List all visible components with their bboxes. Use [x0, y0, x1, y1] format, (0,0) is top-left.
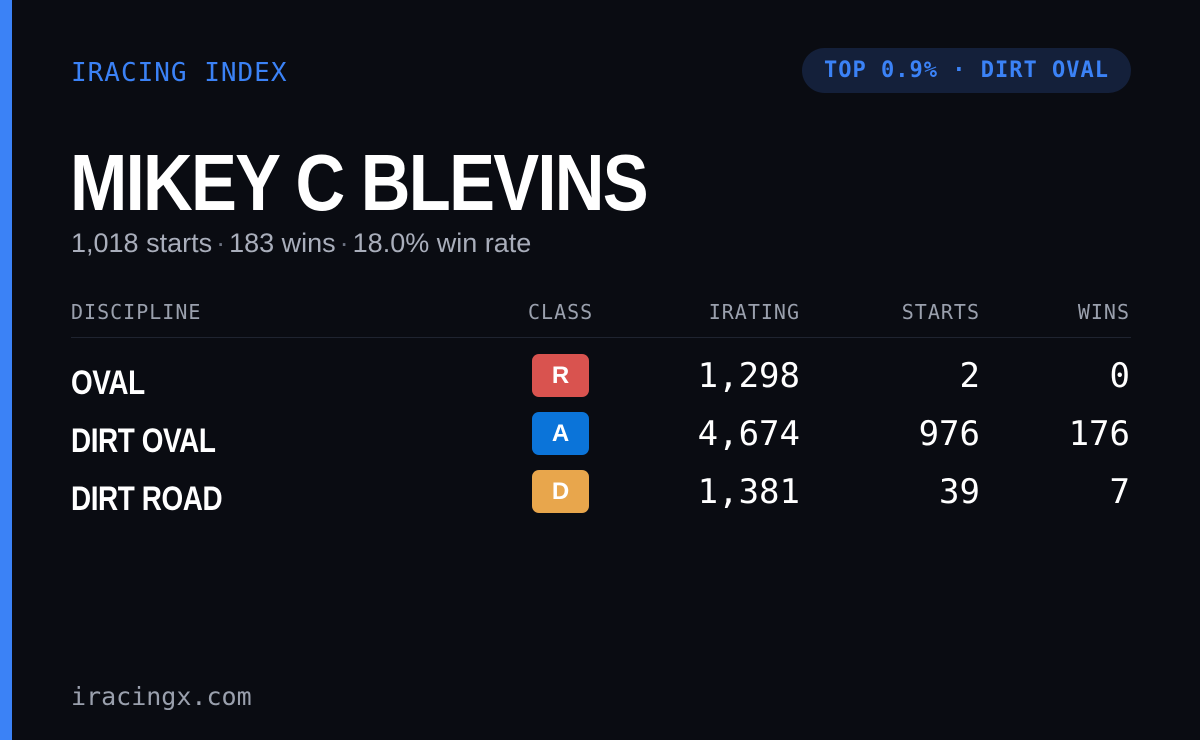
header-wins: WINS — [1077, 300, 1130, 324]
driver-name: MIKEY C BLEVINS — [70, 138, 649, 227]
discipline-name: DIRT ROAD — [71, 480, 223, 518]
header-starts: STARTS — [901, 300, 980, 324]
summary-separator: · — [339, 228, 349, 258]
header-discipline: DISCIPLINE — [71, 300, 202, 324]
summary-separator: · — [216, 228, 226, 258]
starts-value: 976 — [918, 414, 980, 454]
table-row: DIRT OVAL A 4,674 976 176 — [71, 408, 1131, 466]
brand-label: IRACING INDEX — [71, 58, 288, 88]
class-badge: R — [532, 354, 589, 397]
site-url: iracingx.com — [71, 682, 252, 711]
header-irating: IRATING — [708, 300, 800, 324]
summary-wins: 183 wins — [229, 228, 336, 258]
discipline-name: OVAL — [71, 364, 145, 402]
wins-value: 7 — [1109, 472, 1130, 512]
starts-value: 39 — [939, 472, 980, 512]
discipline-name: DIRT OVAL — [71, 422, 216, 460]
starts-value: 2 — [959, 356, 980, 396]
driver-summary: 1,018 starts · 183 wins · 18.0% win rate — [71, 228, 531, 259]
accent-bar — [0, 0, 12, 740]
summary-win-rate: 18.0% win rate — [352, 228, 532, 258]
rank-badge: TOP 0.9% · DIRT OVAL — [802, 48, 1131, 93]
wins-value: 0 — [1109, 356, 1130, 396]
table-header: DISCIPLINE CLASS IRATING STARTS WINS — [71, 300, 1131, 338]
irating-value: 1,381 — [697, 472, 800, 512]
class-badge: D — [532, 470, 589, 513]
table-row: DIRT ROAD D 1,381 39 7 — [71, 466, 1131, 524]
wins-value: 176 — [1068, 414, 1130, 454]
license-table: OVAL R 1,298 2 0 DIRT OVAL A 4,674 976 1… — [71, 350, 1131, 524]
class-badge: A — [532, 412, 589, 455]
irating-value: 1,298 — [697, 356, 800, 396]
table-row: OVAL R 1,298 2 0 — [71, 350, 1131, 408]
summary-starts: 1,018 starts — [71, 228, 213, 258]
irating-value: 4,674 — [697, 414, 800, 454]
header-class: CLASS — [528, 300, 594, 324]
